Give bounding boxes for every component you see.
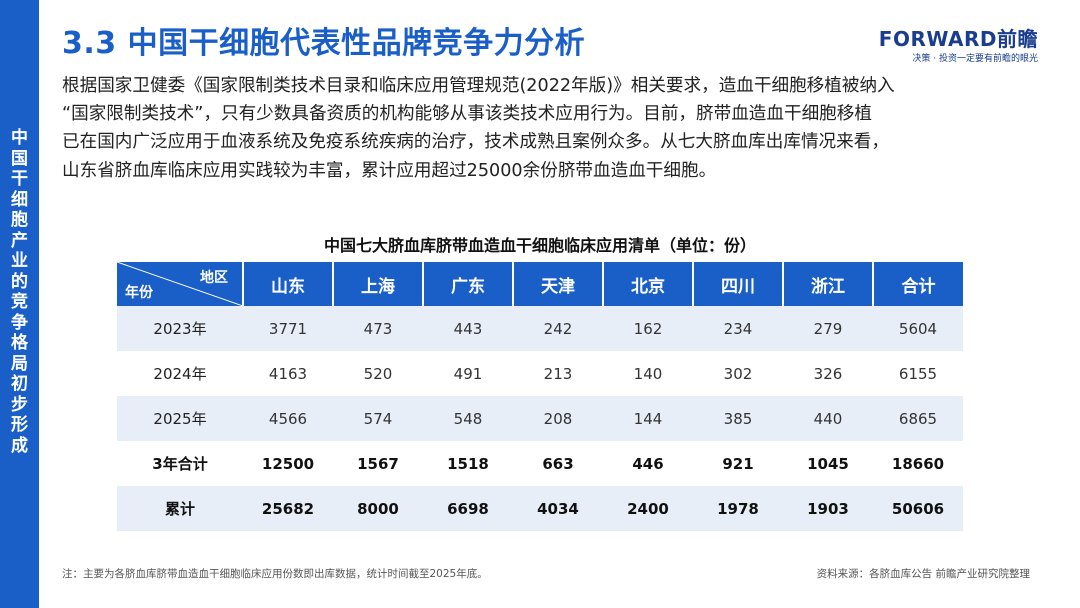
table-cell: 242 <box>513 306 603 351</box>
intro-line: 根据国家卫健委《国家限制类技术目录和临床应用管理规范(2022年版)》相关要求，… <box>62 76 895 96</box>
sidebar: 中 国 干 细 胞 产 业 的 竞 争 格 局 初 步 形 成 <box>0 0 39 608</box>
table-cell: 25682 <box>243 486 333 531</box>
table-cell: 440 <box>783 396 873 441</box>
table-cell: 520 <box>333 351 423 396</box>
table-cell: 6698 <box>423 486 513 531</box>
table-cell: 12500 <box>243 441 333 486</box>
table-cell: 385 <box>693 396 783 441</box>
row-label: 2023年 <box>117 306 243 351</box>
table-cell: 208 <box>513 396 603 441</box>
cord-blood-table: 地区 年份 山东 上海 广东 天津 北京 四川 浙江 合计 2023年 3771 4… <box>117 262 963 531</box>
sidebar-section-title: 中 国 干 细 胞 产 业 的 竞 争 格 局 初 步 形 成 <box>11 128 28 456</box>
table-cell: 473 <box>333 306 423 351</box>
table-cell: 213 <box>513 351 603 396</box>
footnote: 注：主要为各脐血库脐带血造血干细胞临床应用份数即出库数据，统计时间截至2025年… <box>62 568 488 580</box>
table-header-row: 地区 年份 山东 上海 广东 天津 北京 四川 浙江 合计 <box>117 262 963 306</box>
table-cell: 548 <box>423 396 513 441</box>
table-cell: 50606 <box>873 486 963 531</box>
table-title: 中国七大脐血库脐带血造血干细胞临床应用清单（单位：份） <box>323 236 756 255</box>
table-cell: 1045 <box>783 441 873 486</box>
column-header: 上海 <box>333 262 424 306</box>
table-cell: 446 <box>603 441 693 486</box>
column-header: 浙江 <box>783 262 874 306</box>
row-label: 累计 <box>117 486 243 531</box>
row-label: 2025年 <box>117 396 243 441</box>
table-row: 3年合计 12500 1567 1518 663 446 921 1045 18660 <box>117 441 963 486</box>
table-cell: 574 <box>333 396 423 441</box>
logo-slogan: 决策 · 投资一定要有前瞻的眼光 <box>912 54 1038 64</box>
table-cell: 18660 <box>873 441 963 486</box>
table-cell: 140 <box>603 351 693 396</box>
intro-line: “国家限制类技术”，只有少数具备资质的机构能够从事该类技术应用行为。目前，脐带血… <box>62 104 872 125</box>
table-row: 2024年 4163 520 491 213 140 302 326 6155 <box>117 351 963 396</box>
table-cell: 491 <box>423 351 513 396</box>
table-cell: 1978 <box>693 486 783 531</box>
column-header: 合计 <box>873 262 963 306</box>
table-cell: 3771 <box>243 306 333 351</box>
table-cell: 6865 <box>873 396 963 441</box>
table-cell: 302 <box>693 351 783 396</box>
column-header: 天津 <box>513 262 604 306</box>
table-cell: 4034 <box>513 486 603 531</box>
table-cell: 8000 <box>333 486 423 531</box>
table-cell: 144 <box>603 396 693 441</box>
corner-header-cell: 地区 年份 <box>117 262 244 306</box>
table-cell: 1567 <box>333 441 423 486</box>
table-cell: 279 <box>783 306 873 351</box>
source-note: 资料来源：各脐血库公告 前瞻产业研究院整理 <box>816 568 1030 580</box>
table-row: 2023年 3771 473 443 242 162 234 279 5604 <box>117 306 963 351</box>
column-header: 北京 <box>603 262 694 306</box>
table-cell: 663 <box>513 441 603 486</box>
table-cell: 921 <box>693 441 783 486</box>
corner-region-label: 地区 <box>200 270 228 286</box>
intro-paragraph: 根据国家卫健委《国家限制类技术目录和临床应用管理规范(2022年版)》相关要求，… <box>62 72 1052 185</box>
table-row: 累计 25682 8000 6698 4034 2400 1978 1903 50606 <box>117 486 963 531</box>
table-cell: 4566 <box>243 396 333 441</box>
table-cell: 326 <box>783 351 873 396</box>
page-title: 3.3 中国干细胞代表性品牌竞争力分析 <box>62 26 586 61</box>
row-label: 2024年 <box>117 351 243 396</box>
table-cell: 4163 <box>243 351 333 396</box>
table-row: 2025年 4566 574 548 208 144 385 440 6865 <box>117 396 963 441</box>
table-cell: 1903 <box>783 486 873 531</box>
table-cell: 162 <box>603 306 693 351</box>
table-cell: 234 <box>693 306 783 351</box>
table-cell: 443 <box>423 306 513 351</box>
column-header: 四川 <box>693 262 784 306</box>
intro-line: 已在国内广泛应用于血液系统及免疫系统疾病的治疗，技术成熟且案例众多。从七大脐血库… <box>62 132 889 153</box>
row-label: 3年合计 <box>117 441 243 486</box>
intro-line: 山东省脐血库临床应用实践较为丰富，累计应用超过25000余份脐带血造血干细胞。 <box>62 160 717 181</box>
column-header: 山东 <box>243 262 334 306</box>
table-cell: 6155 <box>873 351 963 396</box>
brand-logo: FORWARD前瞻 决策 · 投资一定要有前瞻的眼光 <box>879 28 1038 64</box>
table-cell: 5604 <box>873 306 963 351</box>
logo-wordmark: FORWARD前瞻 <box>878 27 1038 51</box>
column-header: 广东 <box>423 262 514 306</box>
table-cell: 2400 <box>603 486 693 531</box>
diagonal-divider <box>117 262 243 306</box>
corner-year-label: 年份 <box>125 285 153 301</box>
table-cell: 1518 <box>423 441 513 486</box>
